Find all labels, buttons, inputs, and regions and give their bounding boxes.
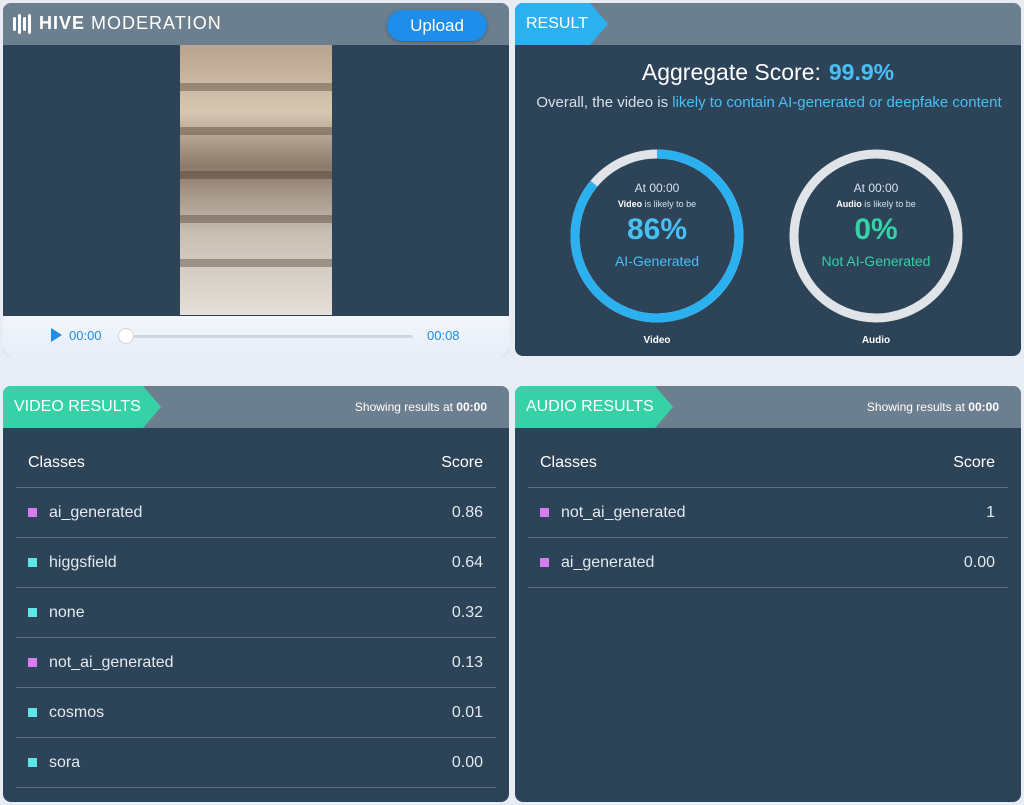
video-ring-caption: Video [643, 335, 671, 346]
table-row: none 0.32 [16, 588, 496, 638]
video-results-header: VIDEO RESULTS Showing results at 00:00 [3, 386, 509, 428]
video-score-ring: At 00:00 Video is likely to be 86% AI-Ge… [569, 148, 745, 324]
result-tag: RESULT [515, 3, 608, 45]
class-cell: ai_generated [28, 504, 142, 522]
class-cell: higgsfield [28, 554, 117, 572]
class-marker-icon [28, 708, 37, 717]
audio-results-tag: AUDIO RESULTS [515, 386, 673, 428]
table-row: not_ai_generated 0.13 [16, 638, 496, 688]
seek-knob[interactable] [118, 328, 134, 344]
result-panel: RESULT Aggregate Score: 99.9% Overall, th… [515, 3, 1021, 356]
current-time: 00:00 [69, 328, 102, 343]
table-row: cosmos 0.01 [16, 688, 496, 738]
class-marker-icon [540, 558, 549, 567]
class-name: higgsfield [49, 553, 117, 571]
score-cell: 0.64 [451, 553, 483, 571]
video-ring-percent: 86% [626, 213, 688, 246]
score-cell: 0.00 [451, 753, 483, 771]
video-results-panel: VIDEO RESULTS Showing results at 00:00 C… [3, 386, 509, 802]
audio-ring-label: Not AI-Generated [821, 253, 931, 269]
score-cell: 0.01 [451, 703, 483, 721]
score-cell: 0.32 [451, 603, 483, 621]
class-marker-icon [28, 758, 37, 767]
table-row: not_ai_generated 1 [528, 488, 1008, 538]
class-name: not_ai_generated [49, 653, 174, 671]
class-cell: none [28, 604, 85, 622]
class-marker-icon [28, 608, 37, 617]
class-name: cosmos [49, 703, 105, 721]
audio-showing-time: Showing results at 00:00 [866, 400, 999, 414]
seek-bar[interactable] [125, 335, 413, 338]
class-cell: ai_generated [540, 554, 654, 572]
brand-name: HIVE MODERATION [39, 13, 222, 33]
class-name: none [49, 603, 85, 621]
score-cell: 0.13 [451, 653, 483, 671]
class-name: not_ai_generated [561, 503, 686, 521]
video-results-tag: VIDEO RESULTS [3, 386, 161, 428]
class-cell: sora [28, 754, 80, 772]
column-score: Score [953, 454, 995, 471]
class-marker-icon [28, 508, 37, 517]
column-classes: Classes [28, 454, 85, 471]
audio-results-header: AUDIO RESULTS Showing results at 00:00 [515, 386, 1021, 428]
class-marker-icon [28, 658, 37, 667]
table-header: Classes Score [16, 438, 496, 488]
table-row: ai_generated 0.86 [16, 488, 496, 538]
column-score: Score [441, 454, 483, 471]
class-name: ai_generated [49, 503, 143, 521]
result-header: RESULT [515, 3, 1021, 45]
video-ring-time: At 00:00 [634, 181, 680, 195]
audio-results-panel: AUDIO RESULTS Showing results at 00:00 C… [515, 386, 1021, 802]
score-cell: 0.00 [963, 553, 995, 571]
video-score-arc [570, 149, 744, 323]
video-preview[interactable] [180, 45, 332, 315]
class-cell: not_ai_generated [540, 504, 686, 522]
aggregate-score: Aggregate Score: 99.9% [641, 59, 895, 85]
score-cell: 0.86 [451, 503, 483, 521]
aggregate-description: Overall, the video is likely to contain … [536, 94, 1002, 111]
audio-ring-caption: Audio [861, 335, 891, 346]
class-name: ai_generated [561, 553, 655, 571]
audio-ring-subtitle: Audio is likely to be [836, 199, 916, 209]
video-showing-time: Showing results at 00:00 [354, 400, 487, 414]
upload-button[interactable]: Upload [387, 10, 487, 41]
player-controls: 00:00 00:08 [3, 316, 509, 356]
player-header: HIVE MODERATION Upload [3, 3, 509, 45]
end-time: 00:08 [427, 328, 460, 343]
video-player-panel: HIVE MODERATION Upload 00:00 00:08 [3, 3, 509, 356]
class-cell: cosmos [28, 704, 104, 722]
column-classes: Classes [540, 454, 597, 471]
class-name: sora [49, 753, 81, 771]
video-ring-label: AI-Generated [614, 253, 700, 269]
table-header: Classes Score [528, 438, 1008, 488]
audio-ring-time: At 00:00 [853, 181, 899, 195]
class-marker-icon [540, 508, 549, 517]
brand: HIVE MODERATION [13, 13, 222, 34]
hive-logo-icon [13, 13, 31, 34]
audio-ring-percent: 0% [854, 213, 898, 246]
audio-results-table: Classes Score not_ai_generated 1 ai_genera… [528, 438, 1008, 588]
audio-score-ring: At 00:00 Audio is likely to be 0% Not AI… [788, 148, 964, 324]
table-row: higgsfield 0.64 [16, 538, 496, 588]
score-cell: 1 [986, 503, 995, 521]
class-cell: not_ai_generated [28, 654, 174, 672]
table-row: ai_generated 0.00 [528, 538, 1008, 588]
table-row: sora 0.00 [16, 738, 496, 788]
class-marker-icon [28, 558, 37, 567]
video-ring-subtitle: Video is likely to be [617, 199, 697, 209]
video-results-table: Classes Score ai_generated 0.86 higgsfield… [16, 438, 496, 788]
play-icon[interactable] [51, 328, 62, 342]
